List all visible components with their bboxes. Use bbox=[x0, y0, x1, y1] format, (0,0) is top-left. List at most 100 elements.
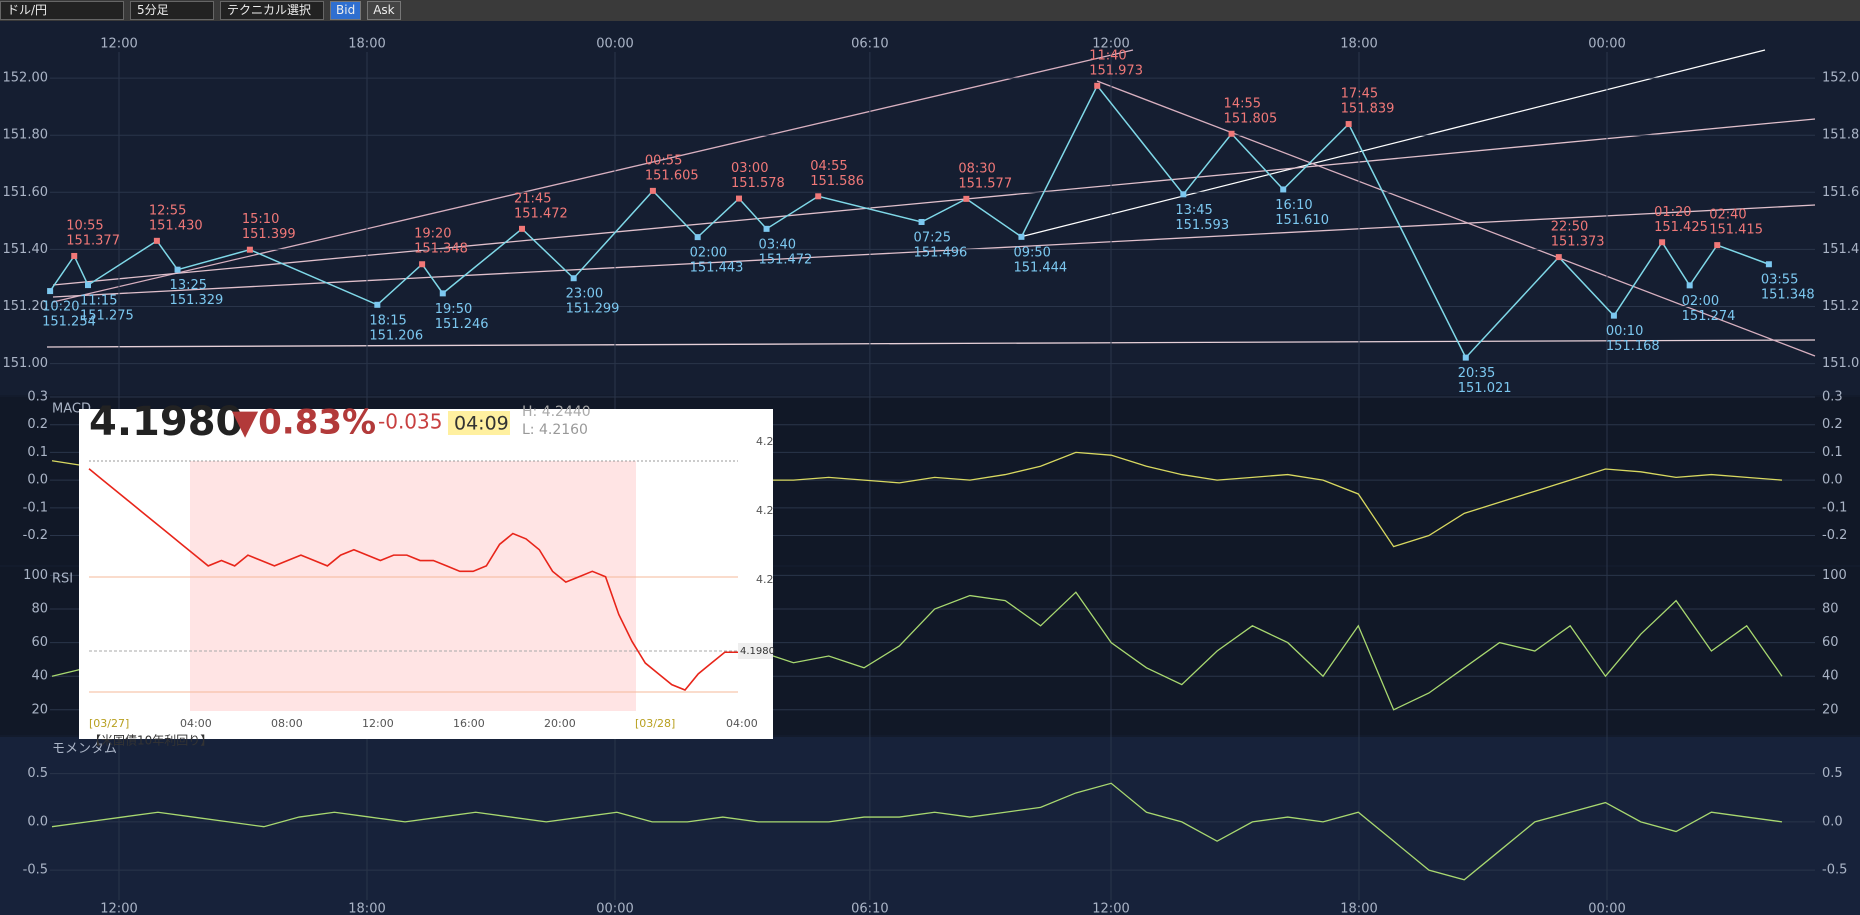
extreme-marker bbox=[439, 290, 446, 297]
y-tick-label: 151.40 bbox=[1822, 242, 1860, 257]
quote-time: 04:09 bbox=[454, 413, 509, 435]
panel-label: モメンタム bbox=[52, 742, 117, 757]
x-tick-label: 16:00 bbox=[453, 717, 485, 730]
y-tick-label: 151.00 bbox=[1822, 356, 1860, 371]
time-badge bbox=[448, 411, 510, 435]
extreme-time: 08:30 bbox=[958, 161, 995, 176]
extreme-price: 151.275 bbox=[80, 309, 134, 324]
y-tick-label: 20 bbox=[31, 702, 48, 717]
bid-button[interactable]: Bid bbox=[330, 1, 362, 20]
extreme-marker bbox=[918, 218, 925, 225]
extreme-price: 151.348 bbox=[1761, 288, 1815, 303]
extreme-time: 18:15 bbox=[369, 313, 406, 328]
extreme-time: 17:45 bbox=[1341, 87, 1378, 102]
extreme-time: 10:20 bbox=[42, 300, 79, 315]
extreme-marker bbox=[1462, 354, 1469, 361]
extreme-price: 151.274 bbox=[1682, 309, 1736, 324]
extreme-time: 19:50 bbox=[435, 302, 472, 317]
y-tick-label: 0.3 bbox=[27, 390, 48, 405]
extreme-marker bbox=[246, 246, 253, 253]
extreme-time: 04:55 bbox=[810, 159, 847, 174]
extreme-price: 151.444 bbox=[1013, 260, 1067, 275]
y-tick-label: -0.1 bbox=[1822, 500, 1847, 515]
y-tick-label: 100 bbox=[1822, 568, 1847, 583]
time-tick-label: 00:00 bbox=[1588, 37, 1625, 52]
extreme-price: 151.839 bbox=[1341, 102, 1395, 117]
y-tick-label: 0.0 bbox=[1822, 473, 1843, 488]
extreme-price: 151.021 bbox=[1458, 381, 1512, 396]
extreme-marker bbox=[1180, 191, 1187, 198]
extreme-time: 00:10 bbox=[1606, 324, 1643, 339]
y-tick-label: 151.00 bbox=[3, 356, 49, 371]
y-tick-label: 0.0 bbox=[27, 814, 48, 829]
extreme-time: 11:40 bbox=[1089, 48, 1126, 63]
extreme-time: 21:45 bbox=[514, 191, 551, 206]
yield-line bbox=[88, 468, 738, 691]
y-tick-label: 152.00 bbox=[1822, 71, 1860, 86]
y-tick-label: 0.3 bbox=[1822, 390, 1843, 405]
y-tick-label: 4.2 bbox=[756, 435, 774, 448]
high: H: 4.2440 bbox=[522, 404, 591, 420]
extreme-marker bbox=[1555, 254, 1562, 261]
extreme-time: 11:15 bbox=[80, 294, 117, 309]
x-tick-label: 08:00 bbox=[271, 717, 303, 730]
extreme-time: 03:55 bbox=[1761, 273, 1798, 288]
y-tick-label: 0.5 bbox=[27, 766, 48, 781]
extreme-price: 151.168 bbox=[1606, 339, 1660, 354]
extreme-time: 01:20 bbox=[1654, 205, 1691, 220]
ask-button[interactable]: Ask bbox=[367, 1, 401, 20]
extreme-price: 151.586 bbox=[810, 174, 864, 189]
y-tick-label: -0.2 bbox=[23, 528, 48, 543]
extreme-marker bbox=[1686, 282, 1693, 289]
extreme-marker bbox=[1094, 82, 1101, 89]
interval-select[interactable]: 5分足 bbox=[130, 1, 214, 20]
extreme-price: 151.443 bbox=[690, 261, 744, 276]
x-tick-label: 04:00 bbox=[180, 717, 212, 730]
extreme-marker bbox=[85, 282, 91, 289]
y-tick-label: -0.5 bbox=[23, 863, 48, 878]
pair-select[interactable]: ドル/円 bbox=[0, 1, 124, 20]
caption: 【米国債10年利回り】 bbox=[89, 733, 212, 748]
extreme-price: 151.593 bbox=[1175, 218, 1229, 233]
time-tick-label: 18:00 bbox=[348, 37, 385, 52]
low: L: 4.2160 bbox=[522, 422, 588, 438]
time-tick-label: 00:00 bbox=[1588, 902, 1625, 915]
time-tick-label: 06:10 bbox=[851, 37, 888, 52]
extreme-marker bbox=[649, 187, 656, 194]
change-pct: ▼0.83% bbox=[232, 403, 376, 443]
extreme-time: 13:25 bbox=[170, 278, 207, 293]
indicator-line bbox=[51, 782, 1783, 881]
time-tick-label: 00:00 bbox=[596, 37, 633, 52]
technical-select[interactable]: テクニカル選択 bbox=[220, 1, 324, 20]
y-tick-label: 151.80 bbox=[3, 128, 49, 143]
extreme-price: 151.472 bbox=[759, 252, 813, 267]
x-tick-label: 04:00 bbox=[726, 717, 758, 730]
last-tag-text: 4.1980 bbox=[740, 646, 775, 657]
extreme-price: 151.206 bbox=[369, 328, 423, 343]
extreme-marker bbox=[763, 225, 770, 232]
extreme-marker bbox=[736, 195, 742, 202]
extreme-marker bbox=[1345, 121, 1352, 128]
extreme-marker bbox=[1018, 233, 1025, 240]
y-tick-label: 60 bbox=[1822, 635, 1839, 650]
extreme-time: 13:45 bbox=[1175, 203, 1212, 218]
x-tick-label: [03/27] bbox=[89, 717, 129, 730]
extreme-marker bbox=[374, 301, 381, 308]
extreme-time: 19:20 bbox=[414, 227, 451, 242]
extreme-time: 15:10 bbox=[242, 212, 279, 227]
extreme-marker bbox=[1228, 130, 1235, 137]
y-tick-label: 100 bbox=[23, 568, 48, 583]
extreme-price: 151.578 bbox=[731, 176, 785, 191]
extreme-price: 151.496 bbox=[914, 245, 968, 260]
y-tick-label: 20 bbox=[1822, 702, 1839, 717]
extreme-price: 151.377 bbox=[66, 233, 120, 248]
extreme-time: 14:55 bbox=[1224, 96, 1261, 111]
y-tick-label: 151.80 bbox=[1822, 128, 1860, 143]
extreme-price: 151.472 bbox=[514, 206, 568, 221]
extreme-time: 07:25 bbox=[914, 230, 951, 245]
extreme-marker bbox=[694, 234, 701, 241]
time-tick-label: 06:10 bbox=[851, 902, 888, 915]
y-tick-label: -0.5 bbox=[1822, 863, 1847, 878]
